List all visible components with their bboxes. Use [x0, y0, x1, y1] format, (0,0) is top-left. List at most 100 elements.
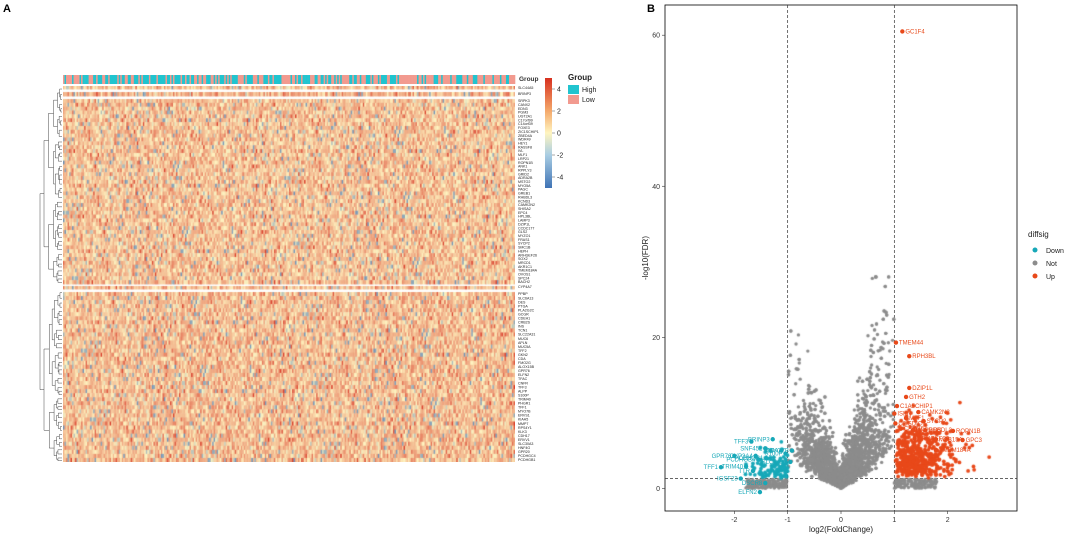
annotation-cell [245, 75, 248, 84]
row-label: ADRA2B [518, 176, 533, 180]
y-tick-label: 40 [652, 184, 660, 191]
row-label: HNF4G [518, 446, 530, 450]
row-label: INS [518, 325, 525, 329]
annotation-cell [438, 75, 440, 84]
annotation-cell [251, 75, 254, 84]
row-label: MUC6 [518, 337, 528, 341]
gene-label: RHBDL3 [928, 428, 952, 434]
annotation-cell [222, 75, 225, 84]
annotation-cell [279, 75, 282, 84]
labeled-point [788, 459, 793, 465]
annotation-cell [189, 75, 192, 84]
annotation-cell [397, 75, 400, 84]
labeled-point [743, 464, 749, 469]
annotation-cell [501, 75, 504, 84]
annotation-cell [67, 75, 70, 84]
row-label: TFF1 [518, 406, 527, 410]
labeled-point [923, 427, 928, 433]
panel-label-b: B [647, 3, 655, 15]
annotation-cell [477, 75, 480, 84]
annotation-cell [302, 75, 305, 84]
labeled-point [916, 409, 921, 415]
color-scale-legend: 4 2 0 -2 -4 [545, 78, 563, 188]
annotation-cell [215, 75, 217, 84]
annotation-cell [210, 75, 213, 84]
gene-label: TTR [738, 469, 750, 475]
row-label: SMC1B [518, 246, 531, 250]
row-label: ROPN1B [518, 161, 533, 165]
gene-label: C1A5CHIP1 [900, 404, 933, 410]
labeled-point [898, 426, 903, 431]
annotation-cell [70, 75, 73, 84]
gene-label: CAMK2N2 [921, 410, 950, 416]
annotation-cell [308, 75, 311, 84]
annotation-cell [108, 75, 111, 84]
annotation-cell [201, 75, 204, 84]
annotation-cell [171, 75, 174, 84]
color-scale-tick-label: 2 [557, 109, 561, 116]
annotation-cell [117, 75, 120, 84]
annotation-cell [207, 75, 210, 84]
annotation-cell [281, 75, 284, 84]
row-label: SLC22A31 [518, 333, 535, 337]
gene-label: TFF3 [734, 440, 749, 446]
gene-label: PCDHGB4 [726, 458, 756, 464]
annotation-cell [382, 75, 385, 84]
row-label: PTGA [518, 304, 528, 308]
labeled-point [903, 394, 909, 400]
annotation-cell [329, 75, 332, 84]
annotation-cell [111, 75, 114, 84]
annotation-cell [314, 75, 317, 84]
annotation-cell [310, 75, 312, 84]
annotation-cell [225, 75, 228, 84]
annotation-cell [304, 75, 306, 84]
annotation-cell [427, 75, 430, 84]
annotation-cell [490, 75, 493, 84]
labeled-point [900, 29, 905, 34]
group-legend-swatch-high [568, 85, 579, 94]
gene-label: CDA [766, 449, 779, 455]
gene-label: TRIM40 [722, 464, 744, 470]
annotation-cell [99, 75, 101, 84]
row-label: CANX2 [518, 103, 530, 107]
annotation-cell [267, 75, 270, 84]
annotation-cell [453, 75, 456, 84]
labeled-point [757, 489, 763, 495]
annotation-cell [325, 75, 327, 84]
annotation-cell [97, 75, 100, 84]
gene-label: IGSF23 [717, 477, 738, 483]
row-label: ZIC1SCHIP1 [518, 130, 539, 134]
annotation-cell [154, 75, 157, 84]
annotation-cell [172, 75, 175, 84]
annotation-cell [106, 75, 109, 84]
annotation-cell [162, 75, 165, 84]
gene-label: RPH3BL [912, 354, 936, 360]
annotation-cell [130, 75, 133, 84]
annotation-cell [273, 75, 276, 84]
labeled-point [764, 455, 769, 461]
row-label: ELFN2 [518, 373, 529, 377]
row-label: EPC4 [518, 211, 527, 215]
annotation-cell [136, 75, 139, 84]
annotation-cell [168, 75, 171, 84]
annotation-cell [76, 75, 79, 84]
annotation-cell [299, 75, 302, 84]
annotation-cell [376, 75, 379, 84]
annotation-cell [442, 75, 445, 84]
annotation-cell [361, 75, 364, 84]
annotation-cell [275, 75, 278, 84]
annotation-cell [150, 75, 153, 84]
row-label: BACH2 [518, 280, 530, 284]
annotation-cell [340, 75, 343, 84]
annotation-cell [293, 75, 296, 84]
labeled-point [770, 437, 775, 442]
row-label: ZBED4A [518, 134, 533, 138]
annotation-cell [159, 75, 162, 84]
annotation-cell [421, 75, 424, 84]
annotation-cell [451, 75, 454, 84]
annotation-cell [79, 75, 82, 84]
annotation-cell [508, 75, 511, 84]
annotation-cell [87, 75, 89, 84]
row-label: ERVV1 [518, 438, 530, 442]
row-label: MRCD1 [518, 261, 531, 265]
